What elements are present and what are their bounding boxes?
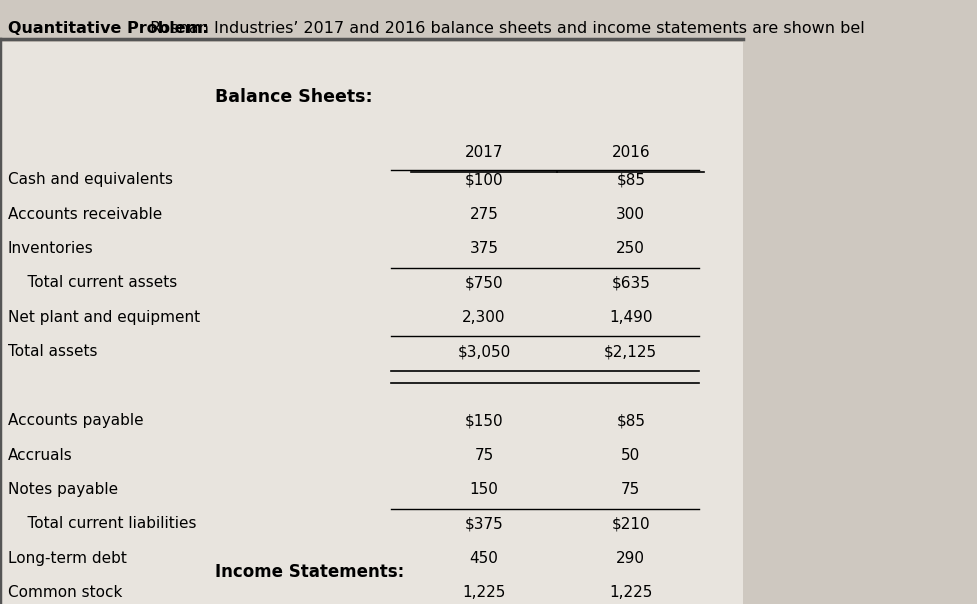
Text: Net plant and equipment: Net plant and equipment bbox=[8, 310, 199, 325]
Text: Inventories: Inventories bbox=[8, 241, 94, 256]
Text: $150: $150 bbox=[464, 413, 503, 428]
Text: Balance Sheets:: Balance Sheets: bbox=[215, 88, 372, 106]
Text: Cash and equivalents: Cash and equivalents bbox=[8, 172, 173, 187]
Text: 150: 150 bbox=[469, 482, 498, 497]
Text: Accounts payable: Accounts payable bbox=[8, 413, 144, 428]
Text: 300: 300 bbox=[616, 207, 645, 222]
Text: 75: 75 bbox=[474, 448, 493, 463]
Text: $85: $85 bbox=[616, 413, 645, 428]
Text: Quantitative Problem:: Quantitative Problem: bbox=[8, 21, 208, 36]
Text: 1,225: 1,225 bbox=[462, 585, 505, 600]
Text: 2016: 2016 bbox=[611, 145, 650, 160]
Text: Long-term debt: Long-term debt bbox=[8, 551, 127, 566]
Text: 1,490: 1,490 bbox=[609, 310, 652, 325]
Text: Total current assets: Total current assets bbox=[8, 275, 177, 291]
Text: Accruals: Accruals bbox=[8, 448, 72, 463]
Text: 375: 375 bbox=[469, 241, 498, 256]
Text: Total assets: Total assets bbox=[8, 344, 98, 359]
Text: 450: 450 bbox=[469, 551, 498, 566]
Text: Income Statements:: Income Statements: bbox=[215, 563, 404, 581]
Text: $210: $210 bbox=[611, 516, 650, 532]
Text: $100: $100 bbox=[464, 172, 503, 187]
Text: $750: $750 bbox=[464, 275, 503, 291]
Text: $85: $85 bbox=[616, 172, 645, 187]
Text: 250: 250 bbox=[616, 241, 645, 256]
Text: Rosnan Industries’ 2017 and 2016 balance sheets and income statements are shown : Rosnan Industries’ 2017 and 2016 balance… bbox=[145, 21, 864, 36]
Text: $635: $635 bbox=[611, 275, 650, 291]
Text: 2017: 2017 bbox=[464, 145, 503, 160]
FancyBboxPatch shape bbox=[0, 42, 743, 604]
Text: $3,050: $3,050 bbox=[457, 344, 510, 359]
Text: 50: 50 bbox=[620, 448, 640, 463]
Text: $375: $375 bbox=[464, 516, 503, 532]
Text: 1,225: 1,225 bbox=[609, 585, 652, 600]
Text: 275: 275 bbox=[469, 207, 498, 222]
Text: 2,300: 2,300 bbox=[462, 310, 505, 325]
Text: Common stock: Common stock bbox=[8, 585, 122, 600]
Text: Total current liabilities: Total current liabilities bbox=[8, 516, 196, 532]
Text: $2,125: $2,125 bbox=[604, 344, 657, 359]
Text: Accounts receivable: Accounts receivable bbox=[8, 207, 162, 222]
Text: 290: 290 bbox=[616, 551, 645, 566]
Text: 75: 75 bbox=[620, 482, 640, 497]
Text: Notes payable: Notes payable bbox=[8, 482, 118, 497]
